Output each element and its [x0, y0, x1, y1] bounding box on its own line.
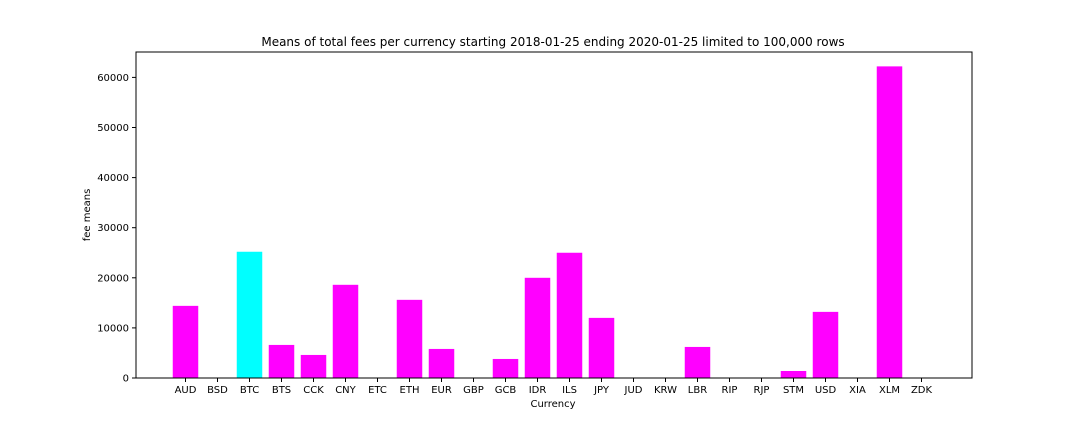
bar-btc [236, 251, 263, 378]
y-axis-ticks: 0 10000 20000 30000 40000 50000 60000 [97, 73, 136, 385]
x-tick-label-zdk: ZDK [911, 385, 933, 396]
x-tick-label-cny: CNY [335, 385, 356, 396]
x-tick-label-gcb: GCB [495, 385, 517, 396]
bar-bts [268, 344, 295, 378]
x-tick-label-etc: ETC [368, 385, 387, 396]
bar-idr [524, 277, 551, 378]
bar-eur [428, 348, 455, 378]
y-tick-label-10000: 10000 [97, 323, 129, 334]
x-tick-label-btc: BTC [240, 385, 259, 396]
y-tick-label-40000: 40000 [97, 173, 129, 184]
y-tick-label-30000: 30000 [97, 223, 129, 234]
x-tick-label-eur: EUR [431, 385, 452, 396]
x-tick-label-ils: ILS [562, 385, 577, 396]
x-tick-label-stm: STM [783, 385, 804, 396]
bar-ils [556, 252, 583, 378]
x-tick-label-aud: AUD [175, 385, 197, 396]
x-tick-label-krw: KRW [654, 385, 677, 396]
x-axis-label: Currency [530, 399, 575, 410]
bar-cck [300, 354, 327, 378]
bar-stm [780, 370, 807, 378]
bar-jpy [588, 317, 615, 378]
bar-usd [812, 311, 839, 378]
x-tick-label-idr: IDR [529, 385, 547, 396]
bar-gcb [492, 358, 519, 378]
bars-group [172, 66, 903, 378]
y-tick-label-50000: 50000 [97, 123, 129, 134]
y-tick-label-0: 0 [123, 374, 129, 385]
x-tick-label-eth: ETH [400, 385, 420, 396]
y-tick-label-20000: 20000 [97, 273, 129, 284]
bar-lbr [684, 346, 711, 378]
x-tick-label-xlm: XLM [879, 385, 900, 396]
x-tick-label-bts: BTS [272, 385, 291, 396]
x-tick-label-rjp: RJP [754, 385, 770, 396]
x-tick-label-jpy: JPY [593, 385, 610, 396]
x-tick-label-usd: USD [815, 385, 837, 396]
bar-cny [332, 284, 359, 378]
plot-frame [135, 51, 973, 379]
chart-title: Means of total fees per currency startin… [261, 35, 844, 49]
x-tick-label-cck: CCK [303, 385, 324, 396]
x-axis-ticks: AUD BSD BTC BTS CCK CNY ETC ETH EUR GBP GCB IDR ILS J… [175, 378, 933, 396]
y-tick-label-60000: 60000 [97, 73, 129, 84]
x-tick-label-rip: RIP [722, 385, 738, 396]
bar-eth [396, 299, 423, 378]
bar-xlm [876, 66, 903, 378]
y-axis-label: fee means [82, 189, 93, 242]
x-tick-label-jud: JUD [624, 385, 643, 396]
x-tick-label-bsd: BSD [207, 385, 228, 396]
bar-aud [172, 305, 199, 378]
x-tick-label-gbp: GBP [463, 385, 484, 396]
x-tick-label-lbr: LBR [688, 385, 707, 396]
x-tick-label-xia: XIA [849, 385, 866, 396]
